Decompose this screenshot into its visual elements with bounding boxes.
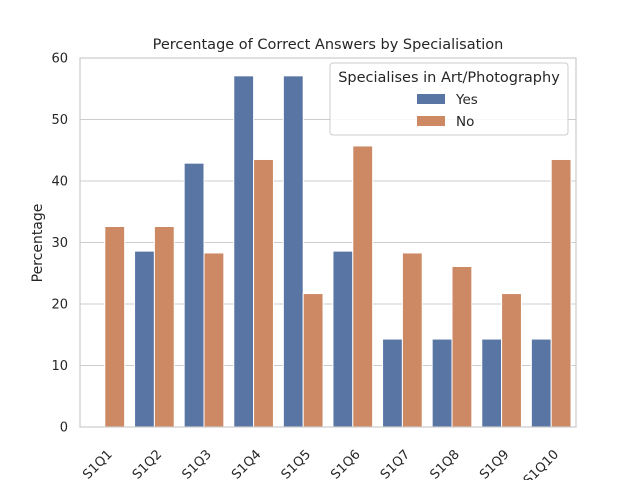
legend-box: [329, 62, 569, 136]
bar-yes-s1q2: [134, 250, 155, 428]
bar-no-s1q7: [401, 252, 423, 428]
bar-no-s1q6: [352, 145, 374, 428]
bar-yes-s1q9: [481, 338, 503, 428]
legend-swatch-no: [417, 116, 445, 126]
x-tick-label: S1Q8: [427, 447, 462, 480]
y-tick-label: 20: [51, 298, 68, 313]
x-tick-label: S1Q7: [378, 447, 413, 480]
x-tick-label: S1Q5: [279, 447, 314, 480]
bar-no-s1q2: [153, 226, 175, 428]
bar-yes-s1q7: [382, 338, 403, 428]
x-tick-label: S1Q2: [130, 447, 165, 480]
bar-no-s1q9: [501, 293, 522, 428]
legend-label-yes: Yes: [455, 92, 478, 108]
bar-yes-s1q8: [431, 338, 453, 428]
bar-no-s1q10: [550, 158, 572, 428]
x-axis-ticks: S1Q1 S1Q2 S1Q3 S1Q4 S1Q5 S1Q6 S1Q7 S1Q8 S1Q9 S1Q1…: [80, 447, 562, 484]
x-tick-label: S1Q9: [477, 447, 512, 480]
y-tick-label: 30: [51, 236, 68, 251]
legend: Specialises in Art/Photography Yes No: [329, 62, 569, 136]
y-tick-label: 60: [51, 52, 68, 67]
bar-no-s1q5: [302, 293, 324, 428]
y-tick-label: 40: [51, 175, 68, 190]
x-tick-label: S1Q4: [229, 447, 264, 480]
bar-no-s1q8: [451, 265, 473, 428]
plot-border: [79, 57, 577, 428]
bar-yes-s1q5: [282, 75, 304, 428]
y-axis-label: Percentage: [30, 204, 46, 283]
y-axis-ticks: 0 10 20 30 40 50 60: [51, 52, 68, 436]
y-tick-label: 50: [51, 113, 68, 128]
bar-no-s1q1: [104, 226, 126, 428]
legend-title: Specialises in Art/Photography: [338, 70, 560, 86]
bar-yes-s1q6: [332, 250, 354, 428]
legend-swatch-yes: [417, 94, 445, 104]
x-tick-label: S1Q6: [328, 447, 363, 480]
bar-yes-s1q3: [183, 162, 205, 428]
y-tick-label: 0: [60, 421, 68, 436]
chart-title: Percentage of Correct Answers by Special…: [153, 37, 504, 53]
x-tick-label: S1Q1: [80, 447, 115, 480]
bar-no-s1q4: [253, 158, 274, 428]
x-tick-label: S1Q10: [521, 447, 562, 480]
bar-yes-s1q4: [233, 75, 255, 428]
bar-no-s1q3: [203, 252, 225, 428]
bars: [104, 75, 572, 428]
legend-label-no: No: [456, 114, 474, 130]
plot-frame: [79, 57, 577, 428]
bar-yes-s1q10: [530, 338, 552, 428]
y-tick-label: 10: [51, 359, 68, 374]
x-tick-label: S1Q3: [179, 447, 214, 480]
